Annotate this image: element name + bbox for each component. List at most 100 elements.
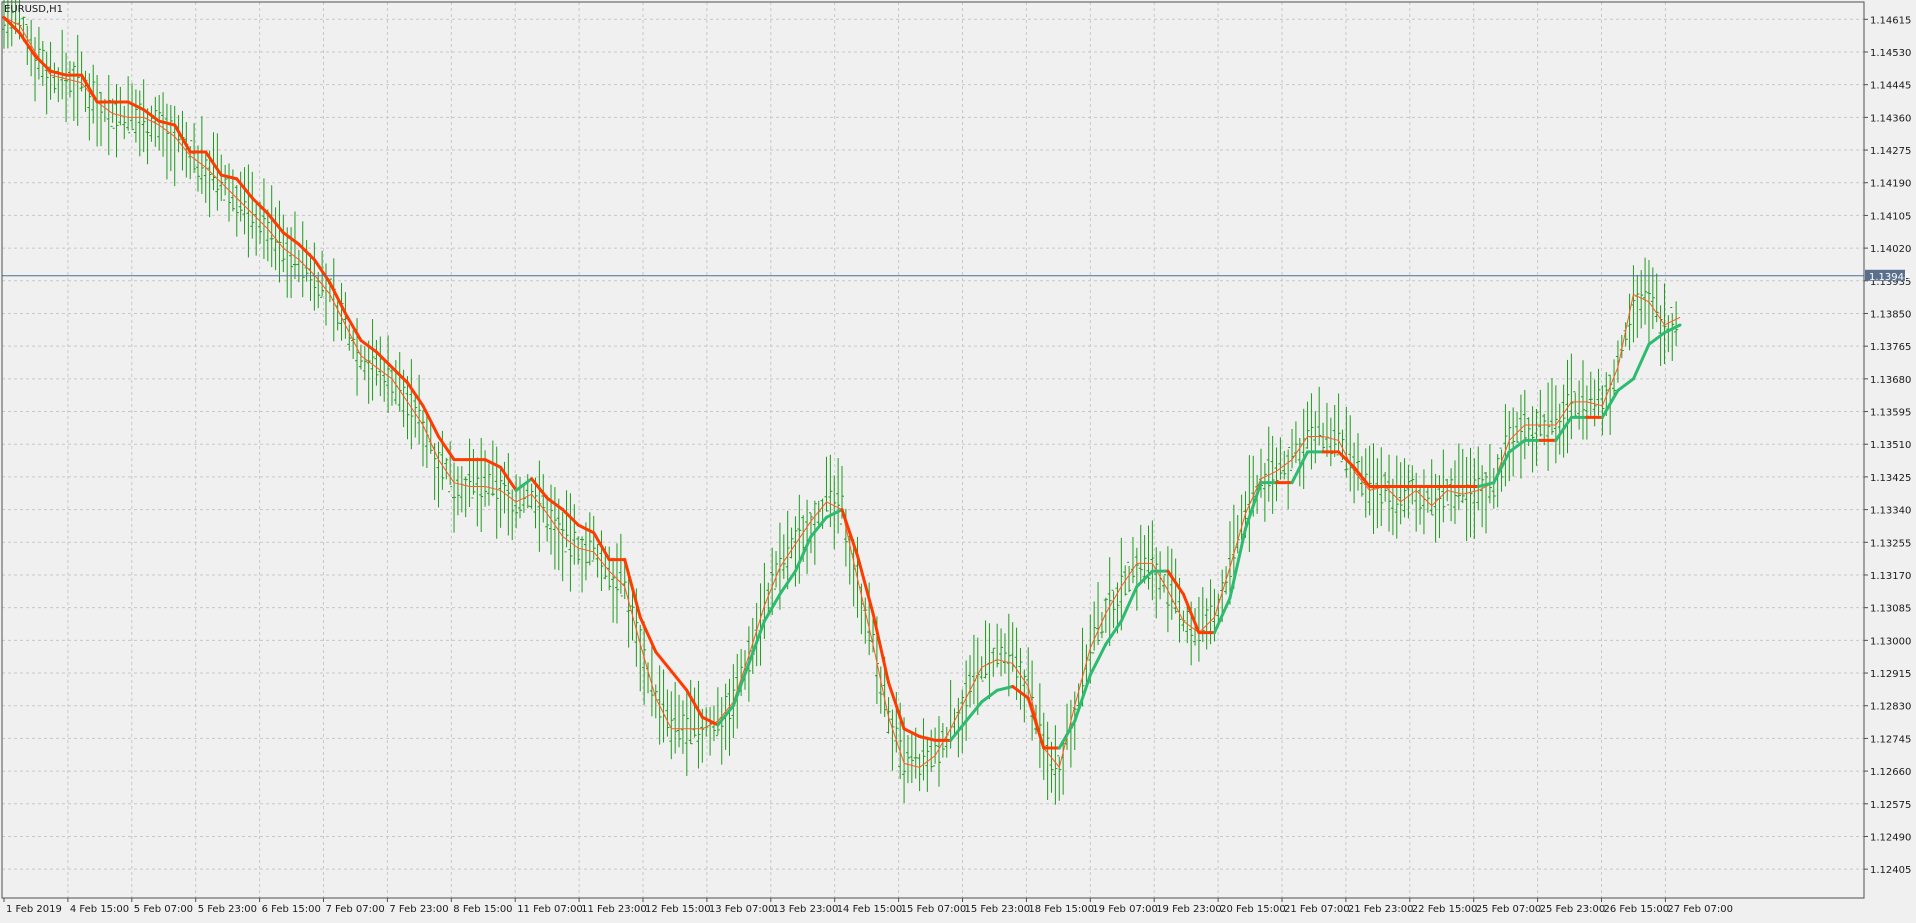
ohlc-bar bbox=[1002, 633, 1007, 674]
ohlc-bar bbox=[52, 62, 57, 94]
fast-trend-segment bbox=[902, 727, 922, 738]
x-tick-label: 26 Feb 15:00 bbox=[1604, 904, 1670, 915]
ohlc-bar bbox=[552, 487, 557, 570]
ohlc-bar bbox=[1099, 611, 1104, 639]
ohlc-bar bbox=[1103, 597, 1108, 633]
ohlc-bar bbox=[905, 735, 910, 784]
fast-trend-segment bbox=[669, 669, 689, 692]
ohlc-bar bbox=[494, 446, 499, 539]
ohlc-bar bbox=[677, 694, 682, 748]
ohlc-bar bbox=[680, 700, 685, 754]
ohlc-bar bbox=[1662, 283, 1667, 365]
ohlc-bar bbox=[114, 84, 119, 158]
fast-trend-segment bbox=[1554, 415, 1573, 442]
x-tick-label: 19 Feb 23:00 bbox=[1156, 904, 1222, 915]
x-tick-label: 21 Feb 07:00 bbox=[1284, 904, 1350, 915]
ohlc-bar bbox=[1565, 359, 1570, 454]
fast-trend-segment bbox=[173, 123, 192, 154]
ohlc-bar bbox=[968, 655, 973, 708]
ohlc-bar bbox=[64, 52, 69, 123]
ohlc-bar bbox=[1111, 589, 1116, 629]
fast-trend-segment bbox=[561, 508, 580, 527]
fast-trend-segment bbox=[576, 523, 596, 535]
ohlc-bar bbox=[203, 151, 208, 203]
symbol-label: EURUSD,H1 bbox=[4, 4, 63, 15]
x-tick-label: 15 Feb 07:00 bbox=[901, 904, 967, 915]
ohlc-bar bbox=[1425, 485, 1430, 513]
y-tick-label: 1.12405 bbox=[1870, 865, 1911, 876]
ohlc-bar bbox=[1204, 598, 1209, 650]
price-bars bbox=[2, 0, 1679, 805]
ohlc-bar bbox=[261, 178, 266, 259]
y-tick-label: 1.12490 bbox=[1870, 832, 1911, 843]
fast-trend-segment bbox=[80, 73, 99, 104]
ohlc-bar bbox=[1134, 547, 1139, 611]
ohlc-bar bbox=[878, 666, 883, 714]
fast-trend-segment bbox=[359, 338, 378, 354]
fast-trend-segment bbox=[157, 119, 177, 127]
ohlc-bar bbox=[455, 466, 460, 516]
ohlc-bar bbox=[808, 512, 813, 554]
ohlc-bar bbox=[36, 26, 41, 80]
y-tick-label: 1.12575 bbox=[1870, 800, 1911, 811]
ohlc-bar bbox=[106, 75, 111, 156]
ohlc-bar bbox=[1266, 426, 1271, 502]
ohlc-bar bbox=[1173, 558, 1178, 614]
fast-trend-segment bbox=[1507, 438, 1527, 454]
ohlc-bar bbox=[1480, 465, 1485, 528]
y-tick-label: 1.12830 bbox=[1870, 702, 1911, 713]
ohlc-bar bbox=[1484, 471, 1489, 534]
ohlc-bar bbox=[250, 171, 255, 239]
ohlc-bar bbox=[436, 441, 441, 508]
ohlc-bar bbox=[785, 510, 790, 590]
ohlc-bar bbox=[921, 718, 926, 781]
fast-trend-segment bbox=[824, 508, 844, 519]
ohlc-bar bbox=[1557, 403, 1562, 455]
indicator-lines bbox=[2, 15, 1682, 769]
fast-trend-segment bbox=[887, 681, 906, 731]
fast-trend-segment bbox=[731, 661, 751, 708]
ohlc-bar bbox=[556, 498, 561, 571]
fast-trend-segment bbox=[1228, 527, 1247, 600]
y-tick-label: 1.14105 bbox=[1870, 211, 1911, 222]
ohlc-bar bbox=[506, 453, 511, 536]
x-tick-label: 5 Feb 23:00 bbox=[198, 904, 257, 915]
ohlc-bar bbox=[917, 753, 922, 792]
fast-trend-segment bbox=[483, 458, 503, 469]
current-price-tag-bg bbox=[1865, 269, 1905, 281]
ohlc-bar bbox=[1278, 437, 1283, 480]
ohlc-bar bbox=[238, 171, 243, 222]
fast-trend-segment bbox=[793, 535, 813, 573]
fast-trend-segment bbox=[592, 531, 611, 562]
ohlc-bar bbox=[1456, 443, 1461, 511]
fast-trend-segment bbox=[1135, 569, 1154, 589]
fast-trend-segment bbox=[1352, 465, 1372, 489]
ohlc-bar bbox=[1328, 417, 1333, 467]
ohlc-bar bbox=[1398, 462, 1403, 525]
x-tick-label: 7 Feb 07:00 bbox=[326, 904, 385, 915]
fast-trend-segment bbox=[530, 477, 549, 500]
ohlc-bar bbox=[405, 376, 410, 440]
fast-trend-segment bbox=[266, 212, 285, 235]
ohlc-bar bbox=[79, 51, 84, 92]
ohlc-bar bbox=[316, 272, 321, 309]
y-tick-label: 1.13765 bbox=[1870, 342, 1911, 353]
ohlc-bar bbox=[890, 709, 895, 771]
ohlc-bar bbox=[673, 681, 678, 754]
ohlc-bar bbox=[770, 547, 775, 616]
ohlc-bar bbox=[386, 335, 391, 413]
ohlc-bar bbox=[572, 504, 577, 565]
ohlc-bar bbox=[1394, 455, 1399, 539]
y-tick-label: 1.13425 bbox=[1870, 473, 1911, 484]
fast-trend-segment bbox=[281, 231, 301, 246]
ohlc-bar bbox=[1119, 537, 1124, 631]
ohlc-bar bbox=[1096, 582, 1101, 646]
ohlc-bar bbox=[87, 73, 92, 141]
y-tick-label: 1.14190 bbox=[1870, 179, 1911, 190]
ohlc-bar bbox=[1410, 465, 1415, 505]
y-tick-label: 1.13170 bbox=[1870, 571, 1911, 582]
y-tick-label: 1.12915 bbox=[1870, 669, 1911, 680]
y-tick-label: 1.12745 bbox=[1870, 734, 1911, 745]
